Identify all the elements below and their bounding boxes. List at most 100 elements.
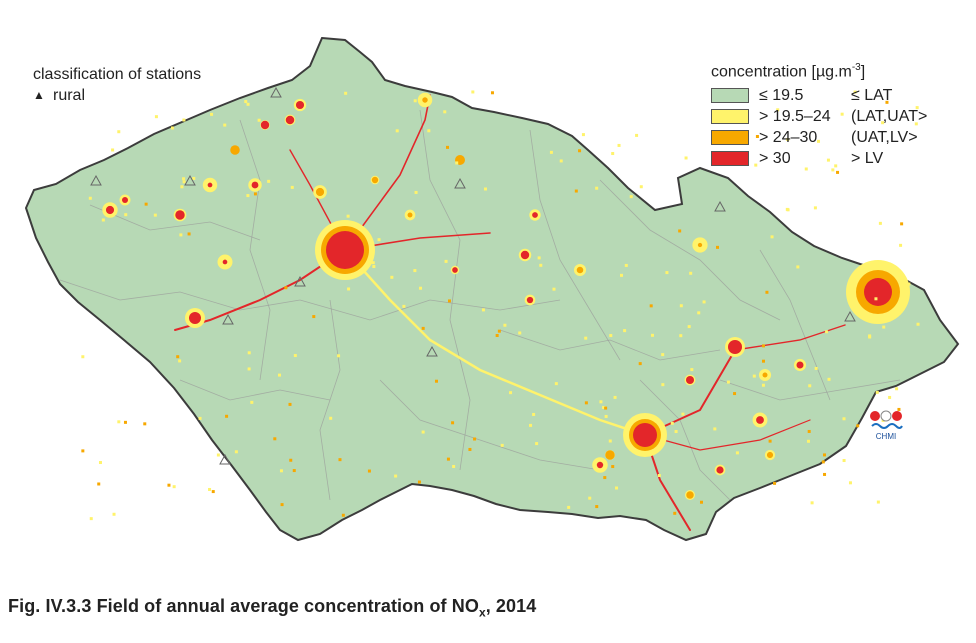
pollution-pixel (914, 122, 918, 126)
pollution-pixel (246, 102, 250, 106)
pollution-pixel (344, 91, 348, 95)
pollution-pixel (584, 336, 588, 340)
pollution-pixel (713, 427, 717, 431)
pollution-pixel (907, 282, 911, 286)
pollution-pixel (609, 334, 613, 338)
pollution-hotspot (285, 115, 295, 125)
logo-red-dot-left (870, 411, 880, 421)
pollution-pixel (187, 232, 191, 236)
pollution-pixel (578, 149, 582, 153)
pollution-pixel (395, 129, 399, 133)
pollution-pixel (167, 483, 171, 487)
pollution-pixel (452, 464, 456, 468)
pollution-pixel (192, 176, 196, 180)
district-line (419, 109, 471, 471)
pollution-pixel (198, 416, 202, 420)
pollution-pixel (434, 379, 438, 383)
legend-row-high: > 24–30 (UAT,LV> (711, 127, 927, 148)
pollution-pixel (289, 458, 293, 462)
pollution-pixel (608, 439, 612, 443)
pollution-pixel (882, 325, 886, 329)
district-line (599, 179, 781, 321)
pollution-pixel (885, 100, 889, 104)
pollution-pixel (786, 208, 790, 212)
swatch-high (711, 130, 749, 146)
pollution-pixel (649, 304, 653, 308)
pollution-pixel (726, 380, 730, 384)
pollution-pixel (257, 118, 261, 122)
pollution-pixel (250, 400, 254, 404)
pollution-pixel (244, 100, 248, 104)
pollution-pixel (661, 383, 665, 387)
pollution-pixel (842, 417, 846, 421)
pollution-pixel (881, 121, 885, 125)
triangle-icon: ▲ (33, 88, 45, 102)
pollution-pixel (816, 139, 820, 143)
pollution-pixel (143, 422, 147, 426)
district-line (59, 279, 301, 311)
pollution-pixel (674, 430, 678, 434)
pollution-pixel (584, 401, 588, 405)
pollution-pixel (216, 453, 220, 457)
district-line (499, 329, 721, 361)
pollution-pixel (761, 359, 765, 363)
pollution-pixel (821, 460, 825, 464)
pollution-pixel (88, 196, 92, 200)
pollution-pixel (210, 112, 214, 116)
pollution-pixel (773, 481, 777, 485)
pollution-pixel (814, 366, 818, 370)
logo-white-dot (880, 410, 892, 422)
pollution-hotspot (532, 212, 538, 218)
pollution-pixel (414, 190, 418, 194)
pollution-pixel (471, 90, 475, 94)
pollution-pixel (687, 325, 691, 329)
pollution-pixel (280, 503, 284, 507)
pollution-pixel (635, 133, 639, 137)
district-line (529, 129, 621, 361)
pollution-pixel (253, 192, 257, 196)
pollution-pixel (180, 185, 184, 189)
pollution-hotspot (576, 266, 584, 274)
pollution-pixel (806, 439, 810, 443)
pollution-hotspot (407, 212, 413, 218)
pollution-pixel (293, 354, 297, 358)
pollution-pixel (112, 512, 116, 516)
pollution-pixel (900, 222, 904, 226)
pollution-pixel (827, 377, 831, 381)
pollution-pixel (394, 474, 398, 478)
pollution-pixel (153, 213, 157, 217)
pollution-pixel (603, 476, 607, 480)
pollution-hotspot (315, 187, 325, 197)
pollution-hotspot (864, 278, 892, 306)
nox-concentration-map (24, 36, 960, 542)
pollution-pixel (367, 469, 371, 473)
pollution-pixel (329, 416, 333, 420)
pollution-pixel (595, 186, 599, 190)
pollution-pixel (765, 290, 769, 294)
pollution-pixel (878, 221, 882, 225)
pollution-pixel (117, 130, 121, 134)
rural-label: rural (53, 87, 86, 104)
pollution-pixel (495, 333, 499, 337)
figure-caption: Fig. IV.3.3 Field of annual average conc… (8, 596, 537, 620)
pollution-pixel (483, 187, 487, 191)
pollution-hotspot (697, 242, 703, 248)
pollution-pixel (752, 374, 756, 378)
pollution-pixel (246, 194, 250, 198)
pollution-pixel (776, 108, 780, 112)
pollution-hotspot (596, 461, 604, 469)
pollution-pixel (182, 118, 186, 122)
pollution-pixel (371, 261, 375, 265)
pollution-pixel (552, 287, 556, 291)
pollution-pixel (390, 275, 394, 279)
pollution-pixel (604, 414, 608, 418)
pollution-pixel (679, 304, 683, 308)
pollution-pixel (279, 469, 283, 473)
rural-station-icon (426, 345, 438, 357)
country-shape (24, 36, 960, 542)
pollution-pixel (899, 243, 903, 247)
pollution-hotspot (605, 450, 615, 460)
pollution-pixel (247, 351, 251, 355)
pollution-hotspot (452, 267, 458, 273)
pollution-pixel (733, 392, 737, 396)
